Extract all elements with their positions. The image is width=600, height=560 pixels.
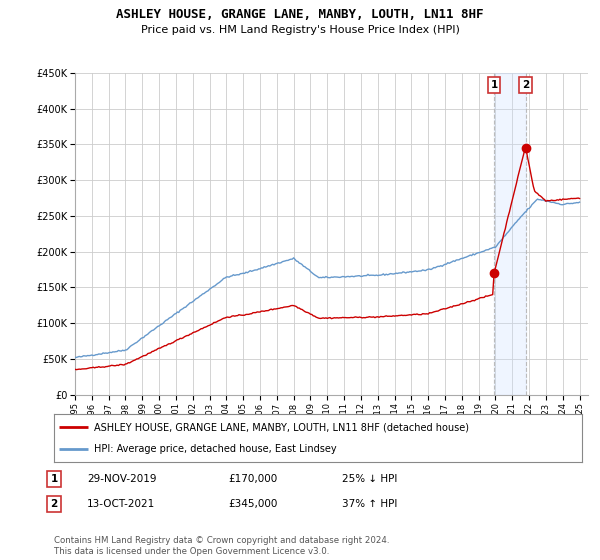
Text: Price paid vs. HM Land Registry's House Price Index (HPI): Price paid vs. HM Land Registry's House … xyxy=(140,25,460,35)
Text: 13-OCT-2021: 13-OCT-2021 xyxy=(87,499,155,509)
Text: 2: 2 xyxy=(50,499,58,509)
Bar xyxy=(494,73,526,395)
Text: HPI: Average price, detached house, East Lindsey: HPI: Average price, detached house, East… xyxy=(94,444,336,454)
Text: 29-NOV-2019: 29-NOV-2019 xyxy=(87,474,157,484)
Text: 25% ↓ HPI: 25% ↓ HPI xyxy=(342,474,397,484)
Text: ASHLEY HOUSE, GRANGE LANE, MANBY, LOUTH, LN11 8HF: ASHLEY HOUSE, GRANGE LANE, MANBY, LOUTH,… xyxy=(116,8,484,21)
Text: 2: 2 xyxy=(522,80,529,90)
Text: 1: 1 xyxy=(50,474,58,484)
Text: £170,000: £170,000 xyxy=(228,474,277,484)
Text: Contains HM Land Registry data © Crown copyright and database right 2024.
This d: Contains HM Land Registry data © Crown c… xyxy=(54,536,389,556)
Text: £345,000: £345,000 xyxy=(228,499,277,509)
Text: 1: 1 xyxy=(490,80,497,90)
Text: 37% ↑ HPI: 37% ↑ HPI xyxy=(342,499,397,509)
Text: ASHLEY HOUSE, GRANGE LANE, MANBY, LOUTH, LN11 8HF (detached house): ASHLEY HOUSE, GRANGE LANE, MANBY, LOUTH,… xyxy=(94,422,469,432)
